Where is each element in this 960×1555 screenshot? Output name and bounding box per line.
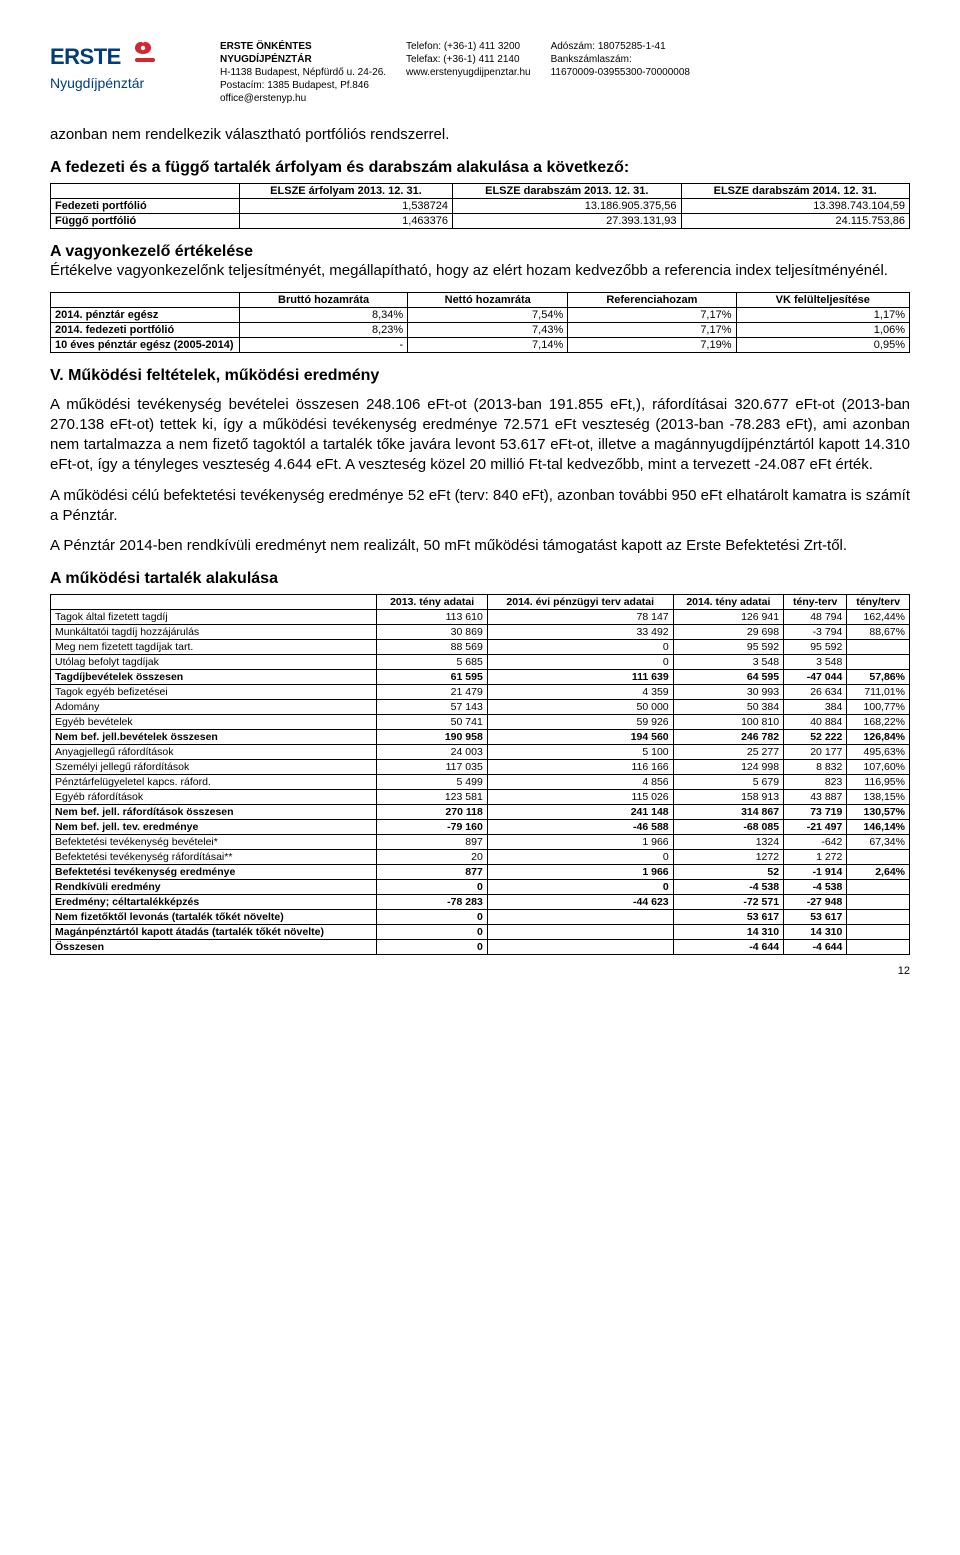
header-address: ERSTE ÖNKÉNTESNYUGDÍJPÉNZTÁRH-1138 Budap… — [220, 40, 386, 105]
mukodesi-p1: A működési tevékenység bevételei összese… — [50, 395, 910, 476]
intro-paragraph: azonban nem rendelkezik választható port… — [50, 125, 910, 145]
page-header: ERSTE Nyugdíjpénztár ERSTE ÖNKÉNTESNYUGD… — [50, 40, 910, 105]
page-number: 12 — [50, 965, 910, 977]
header-tax: Adószám: 18075285-1-41Bankszámlaszám:116… — [551, 40, 690, 105]
header-contact: Telefon: (+36-1) 411 3200Telefax: (+36-1… — [406, 40, 531, 105]
hozam-table: Bruttó hozamrátaNettó hozamrátaReferenci… — [50, 292, 910, 353]
section-heading-vagyonkezelo: A vagyonkezelő értékelése — [50, 243, 910, 261]
section-heading-mukodesi: V. Működési feltételek, működési eredmén… — [50, 367, 910, 385]
mukodesi-p3: A Pénztár 2014-ben rendkívüli eredményt … — [50, 536, 910, 556]
mukodesi-tartalek-table: 2013. tény adatai2014. évi pénzügyi terv… — [50, 594, 910, 955]
section-heading-tartalek-alakulasa: A működési tartalék alakulása — [50, 570, 910, 588]
vagyonkezelo-paragraph: Értékelve vagyonkezelőnk teljesítményét,… — [50, 261, 910, 281]
logo-subtitle: Nyugdíjpénztár — [50, 75, 200, 91]
logo-mark-icon — [129, 40, 157, 73]
tartalek-table: ELSZE árfolyam 2013. 12. 31.ELSZE darabs… — [50, 183, 910, 229]
company-logo: ERSTE Nyugdíjpénztár — [50, 40, 200, 91]
header-info: ERSTE ÖNKÉNTESNYUGDÍJPÉNZTÁRH-1138 Budap… — [220, 40, 910, 105]
section-heading-tartalek: A fedezeti és a függő tartalék árfolyam … — [50, 159, 910, 177]
logo-text: ERSTE — [50, 44, 121, 70]
mukodesi-p2: A működési célú befektetési tevékenység … — [50, 486, 910, 527]
